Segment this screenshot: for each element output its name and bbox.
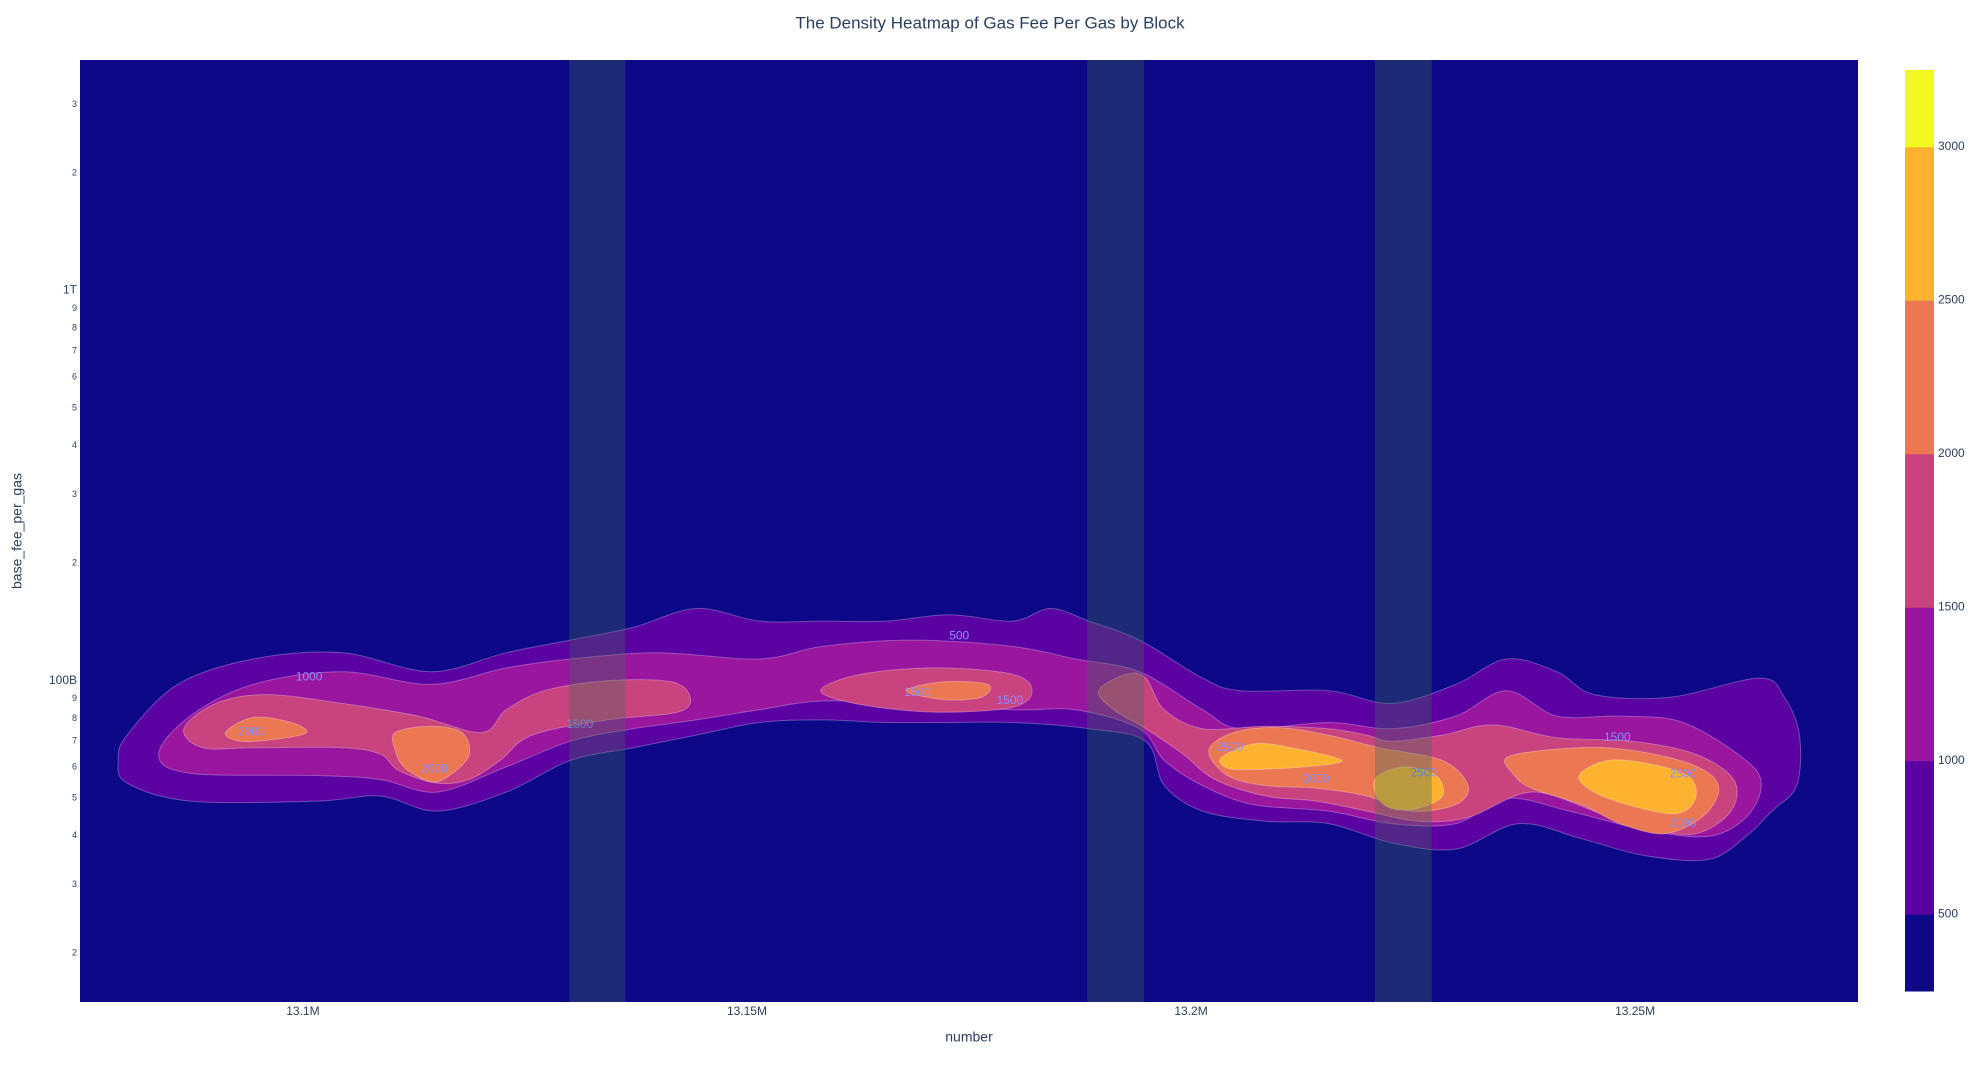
x-tick-label: 13.15M (727, 1004, 767, 1018)
contour-label: 2000 (421, 762, 448, 776)
contour-label: 2500 (1217, 740, 1244, 754)
y-tick-label: 2 (72, 168, 77, 178)
contour-label: 1500 (997, 693, 1024, 707)
x-tick-label: 13.2M (1174, 1004, 1207, 1018)
colorbar-band (1905, 146, 1934, 301)
contour-region (1373, 766, 1445, 811)
colorbar-band (1905, 70, 1934, 148)
y-tick-label: 4 (72, 440, 77, 450)
contour-label: 2500 (1410, 765, 1437, 779)
y-tick-label: 5 (72, 792, 77, 802)
y-tick-label: 2 (72, 558, 77, 568)
contour-region (224, 716, 308, 743)
axes: 13.1M 13.15M 13.2M 13.25M 2 3 4 5 6 7 8 9 100B 2 3 4 5 6 7… (49, 99, 1655, 1018)
colorbar-band (1905, 914, 1934, 992)
contour-background (80, 60, 1858, 1002)
y-tick-label: 5 (72, 402, 77, 412)
y-tick-label: 3 (72, 99, 77, 109)
contour-label: 2000 (1670, 816, 1697, 830)
contour-label: 500 (949, 628, 969, 642)
y-tick-label: 7 (72, 345, 77, 355)
colorbar-band (1905, 607, 1934, 762)
chart-title: The Density Heatmap of Gas Fee Per Gas b… (795, 13, 1185, 32)
contour-label: 1500 (567, 717, 594, 731)
y-tick-label: 9 (72, 693, 77, 703)
highlight-band (569, 60, 626, 1002)
plot-area: 500 1000 1500 1500 1500 1500 2000 2000 2000 2000 2… (80, 60, 1858, 1002)
highlight-band (1374, 60, 1432, 1002)
contour-label: 2500 (1670, 767, 1697, 781)
colorbar-tick-label: 500 (1938, 906, 1958, 920)
contour-label: 1500 (904, 685, 931, 699)
contour-label: 1000 (296, 669, 323, 683)
y-tick-label: 9 (72, 303, 77, 313)
y-tick-label: 7 (72, 735, 77, 745)
x-tick-label: 13.1M (286, 1004, 319, 1018)
colorbar-tick-label: 3000 (1938, 139, 1965, 153)
y-tick-label: 6 (72, 371, 77, 381)
contour-region (1578, 759, 1697, 815)
y-tick-label: 8 (72, 323, 77, 333)
x-axis-title: number (945, 1029, 993, 1045)
highlight-band (1087, 60, 1144, 1002)
contour-label: 1500 (1604, 730, 1631, 744)
y-tick-label: 3 (72, 489, 77, 499)
y-tick-label: 4 (72, 830, 77, 840)
colorbar-tick-label: 2000 (1938, 446, 1965, 460)
colorbar-band (1905, 453, 1934, 608)
colorbar-tick-label: 1000 (1938, 753, 1965, 767)
colorbar-band (1905, 300, 1934, 455)
colorbar-tick-label: 2500 (1938, 292, 1965, 306)
y-tick-label: 3 (72, 879, 77, 889)
colorbar: 500 1000 1500 2000 2500 3000 (1905, 70, 1965, 992)
y-axis-title: base_fee_per_gas (9, 473, 25, 589)
contour-region (391, 725, 471, 783)
y-tick-label: 8 (72, 713, 77, 723)
contour-region (1219, 742, 1343, 771)
contour-label: 2000 (238, 725, 265, 739)
contour-region (905, 680, 991, 701)
y-tick-label: 1T (63, 283, 78, 297)
contour-label: 2000 (1303, 772, 1330, 786)
colorbar-tick-label: 1500 (1938, 599, 1965, 613)
colorbar-band (1905, 760, 1934, 915)
x-tick-label: 13.25M (1615, 1004, 1655, 1018)
y-tick-label: 2 (72, 948, 77, 958)
y-tick-label: 100B (49, 673, 77, 687)
y-tick-label: 6 (72, 762, 77, 772)
